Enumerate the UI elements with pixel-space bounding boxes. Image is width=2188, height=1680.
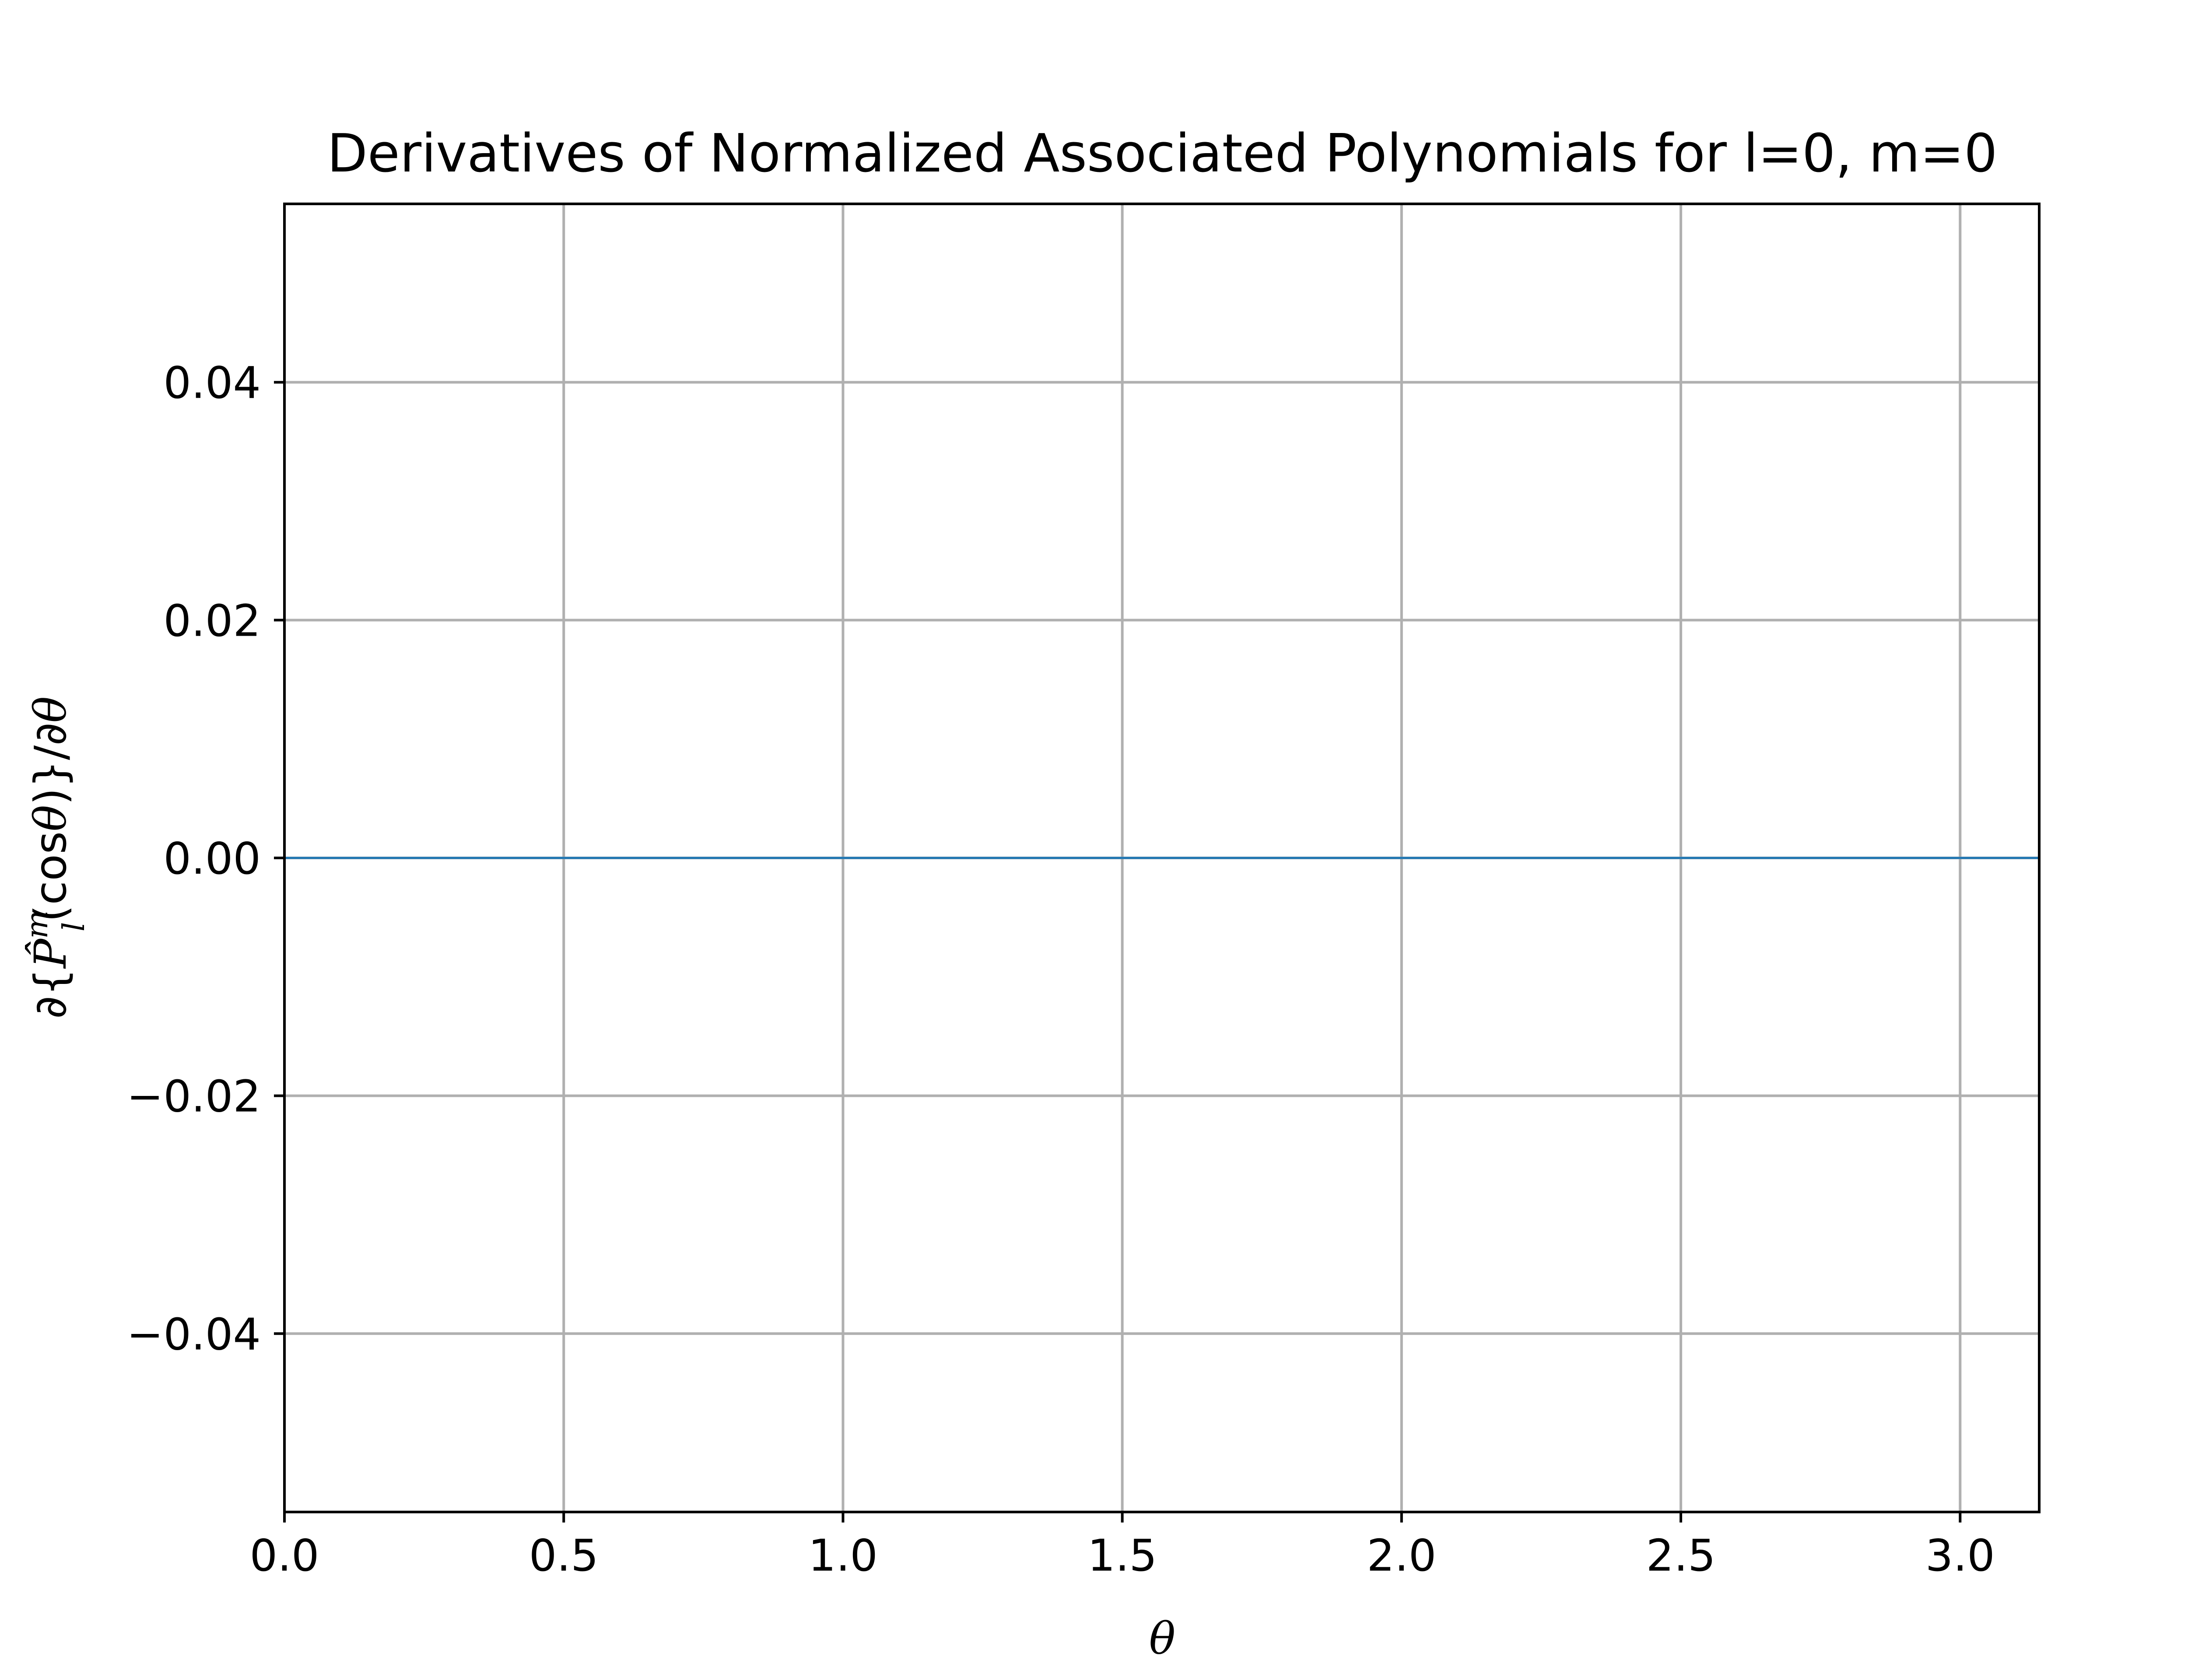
y-tick-label: 0.02 [163,595,261,646]
x-axis-label: θ [1149,1613,1175,1664]
y-tick-label: 0.00 [163,833,261,884]
x-tick-label: 3.0 [1925,1530,1995,1581]
y-tick-label: −0.04 [127,1309,261,1360]
y-tick-label: 0.04 [163,357,261,409]
x-axis-ticks: 0.0 0.5 1.0 1.5 2.0 2.5 3.0 [249,1512,1995,1581]
x-tick-label: 0.0 [249,1530,319,1581]
x-tick-label: 2.0 [1367,1530,1436,1581]
y-tick-label: −0.02 [127,1071,261,1122]
y-axis-ticks: 0.04 0.02 0.00 −0.02 −0.04 [127,357,284,1360]
x-tick-label: 0.5 [529,1530,599,1581]
x-tick-label: 1.5 [1087,1530,1157,1581]
chart-title: Derivatives of Normalized Associated Pol… [327,123,1998,184]
x-tick-label: 1.0 [808,1530,878,1581]
x-tick-label: 2.5 [1646,1530,1716,1581]
y-axis-label: ∂{P̂ml(cosθ)}/∂θ [20,696,91,1019]
